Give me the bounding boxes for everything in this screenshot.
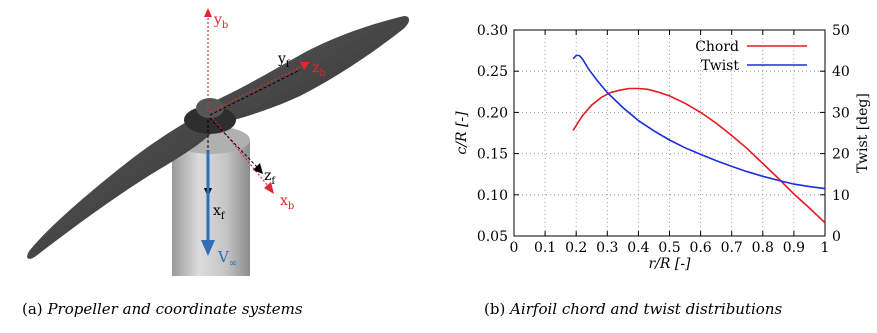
spinner	[196, 98, 224, 118]
caption-b-text: Airfoil chord and twist distributions	[510, 300, 783, 318]
y2-tick-label: 50	[832, 23, 850, 39]
y-tick-label: 0.05	[477, 229, 508, 245]
propeller-illustration: yb yf zb zf xb xf V∞	[27, 8, 410, 276]
yb-label: yb	[213, 12, 228, 31]
xf-label: xf	[213, 203, 226, 222]
legend-label-chord: Chord	[695, 39, 739, 55]
x-tick-label: 0.1	[534, 240, 556, 256]
x-tick-label: 0.9	[783, 240, 805, 256]
zf-label: zf	[264, 168, 276, 187]
nacelle	[172, 140, 250, 276]
y2-tick-label: 10	[832, 188, 850, 204]
x-tick-label: 0.7	[721, 240, 743, 256]
zb-arrow	[300, 62, 310, 70]
y2-tick-label: 0	[832, 229, 841, 245]
xb-axis	[209, 114, 269, 187]
x-tick-label: 0.5	[658, 240, 680, 256]
y2-tick-label: 30	[832, 105, 850, 121]
plot-frame	[513, 29, 826, 237]
hub	[184, 106, 236, 134]
y-tick-label: 0.20	[477, 105, 508, 121]
x-tick-label: 0.2	[565, 240, 587, 256]
y-tick-label: 0.30	[477, 23, 508, 39]
vinf-label: V∞	[217, 248, 237, 269]
series-line-twist	[572, 54, 826, 190]
x-tick-label: 0.4	[627, 240, 649, 256]
zf-arrow	[253, 163, 263, 174]
x-tick-label: 0.3	[596, 240, 618, 256]
y-tick-label: 0.25	[477, 64, 508, 80]
x-axis-label: r/R [-]	[648, 256, 691, 272]
zb-label: zb	[312, 60, 326, 79]
y2-tick-label: 40	[832, 64, 850, 80]
xb-arrow	[264, 182, 274, 194]
x-tick-label: 0	[510, 240, 519, 256]
yf-axis	[209, 69, 301, 116]
chart-svg: 0 0.1 0.2 0.3 0.4 0.5 0.6 0.7 0.8 0.9 1 0.05 0.10 0.1…	[454, 23, 871, 272]
propeller-figure: yb yf zb zf xb xf V∞	[0, 0, 430, 290]
caption-a: (a) Propeller and coordinate systems	[22, 300, 303, 318]
zb-axis	[209, 65, 303, 113]
x-tick-label: 1	[821, 240, 830, 256]
y2-tick-label: 20	[832, 147, 850, 163]
x-tick-label: 0.8	[752, 240, 774, 256]
yb-arrow	[204, 8, 212, 17]
y-tick-label: 0.15	[477, 147, 508, 163]
legend-label-twist: Twist	[701, 58, 739, 74]
yf-label: yf	[277, 51, 291, 70]
zf-axis	[209, 117, 259, 169]
y2-axis-label: Twist [deg]	[855, 93, 871, 173]
y-tick-label: 0.10	[477, 188, 508, 204]
caption-b-label: (b)	[484, 300, 506, 318]
caption-a-label: (a)	[22, 300, 43, 318]
xb-label: xb	[280, 193, 294, 212]
propeller-blade-upper	[205, 16, 410, 125]
caption-a-text: Propeller and coordinate systems	[47, 300, 303, 318]
x-tick-label: 0.6	[689, 240, 711, 256]
chord-twist-chart: 0 0.1 0.2 0.3 0.4 0.5 0.6 0.7 0.8 0.9 1 0.05 0.10 0.1…	[440, 0, 877, 290]
caption-b: (b) Airfoil chord and twist distribution…	[484, 300, 782, 318]
series-line-chord	[572, 87, 826, 224]
propeller-blade-lower	[27, 112, 215, 259]
freestream-arrow	[201, 240, 215, 256]
y-axis-label: c/R [-]	[454, 111, 470, 155]
